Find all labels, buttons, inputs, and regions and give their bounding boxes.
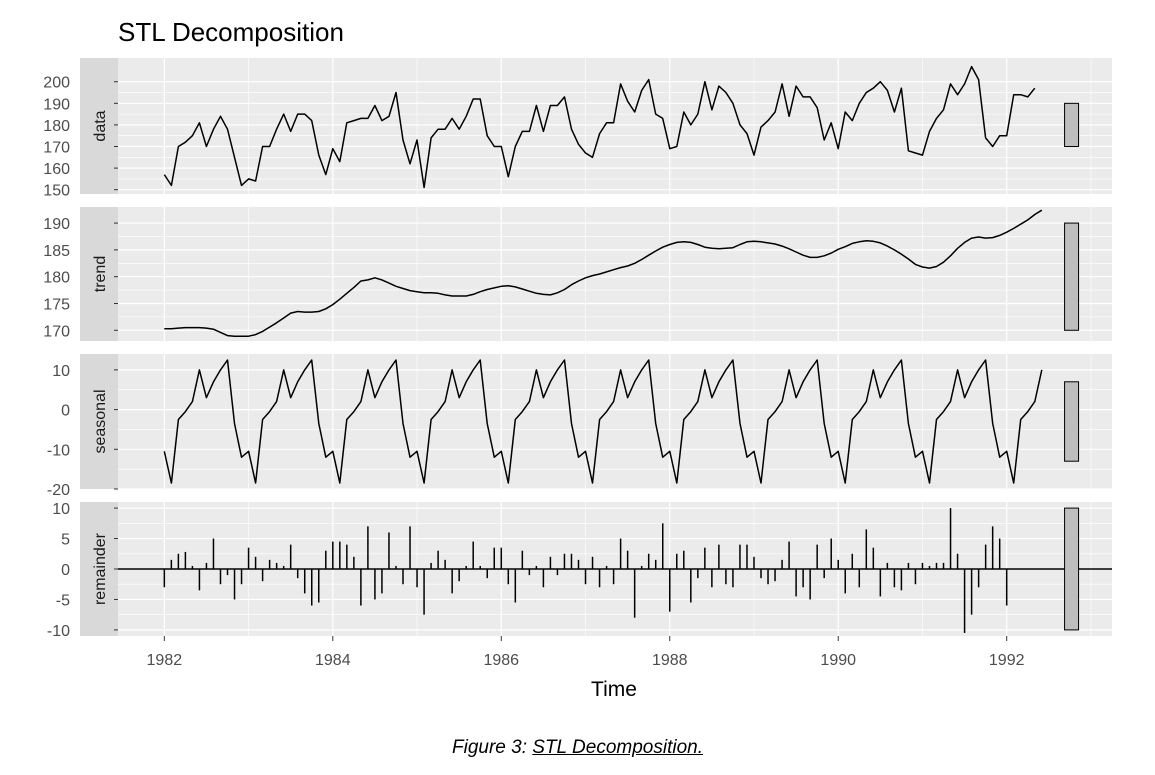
y-tick-label-trend: 175 xyxy=(43,296,70,313)
y-tick-label-seasonal: -20 xyxy=(47,482,70,499)
y-tick-label-data: 180 xyxy=(43,118,70,135)
strip-remainder xyxy=(80,502,118,636)
chart-title: STL Decomposition xyxy=(118,17,344,47)
x-tick-label: 1988 xyxy=(652,652,688,669)
y-tick-label-trend: 170 xyxy=(43,323,70,340)
panel-remainder: remainder -10 -5 0 5 10 xyxy=(47,501,1112,640)
range-bar-seasonal xyxy=(1064,381,1080,462)
y-tick-label-remainder: -5 xyxy=(56,592,70,609)
x-tick-label: 1984 xyxy=(315,652,351,669)
range-bar-remainder xyxy=(1064,507,1080,631)
x-tick-label: 1982 xyxy=(147,652,183,669)
range-bar-trend xyxy=(1064,222,1080,331)
panel-trend: trend 170 175 180 185 190 xyxy=(43,207,1112,341)
panel-bg-trend xyxy=(118,207,1112,341)
y-tick-label-data: 190 xyxy=(43,96,70,113)
y-tick-label-remainder: 0 xyxy=(61,562,70,579)
panel-bg-data xyxy=(118,58,1112,194)
y-tick-label-seasonal: 10 xyxy=(52,363,70,380)
strip-trend xyxy=(80,207,118,341)
x-tick-label: 1990 xyxy=(820,652,856,669)
y-tick-label-remainder: -10 xyxy=(47,623,70,640)
panel-data: data 150 160 170 180 190 200 xyxy=(43,58,1112,200)
y-tick-label-data: 150 xyxy=(43,183,70,200)
y-tick-label-trend: 190 xyxy=(43,216,70,233)
figure-caption: Figure 3: STL Decomposition. xyxy=(0,737,1155,759)
panel-seasonal: seasonal -20 -10 0 10 xyxy=(47,354,1112,499)
series-line-trend xyxy=(164,209,1043,337)
y-tick-label-data: 200 xyxy=(43,75,70,92)
strip-label-trend: trend xyxy=(92,256,109,292)
panels-group: data 150 160 170 180 190 200 trend 170 175 180 185 1… xyxy=(43,58,1112,640)
y-tick-label-trend: 185 xyxy=(43,243,70,260)
series-line-data xyxy=(163,65,1036,189)
caption-prefix: Figure 3: xyxy=(452,737,533,758)
y-tick-label-data: 170 xyxy=(43,140,70,157)
strip-label-data: data xyxy=(92,110,109,141)
stl-chart: STL Decomposition data 150 160 170 180 190 200… xyxy=(43,17,1112,701)
y-tick-label-seasonal: -10 xyxy=(47,442,70,459)
panel-bg-seasonal xyxy=(118,354,1112,489)
y-tick-label-trend: 180 xyxy=(43,270,70,287)
y-tick-label-remainder: 5 xyxy=(61,532,70,549)
y-tick-label-seasonal: 0 xyxy=(61,403,70,420)
strip-label-seasonal: seasonal xyxy=(92,389,109,453)
x-tick-label: 1992 xyxy=(989,652,1025,669)
series-line-seasonal xyxy=(163,359,1043,484)
x-tick-label: 1986 xyxy=(483,652,519,669)
range-bar-data xyxy=(1064,102,1080,148)
strip-label-remainder: remainder xyxy=(92,532,109,605)
y-tick-label-data: 160 xyxy=(43,161,70,178)
x-axis: 1982 1984 1986 1988 1990 1992 xyxy=(147,636,1025,669)
y-tick-label-remainder: 10 xyxy=(52,501,70,518)
strip-data xyxy=(80,58,118,194)
strip-seasonal xyxy=(80,354,118,489)
caption-text: STL Decomposition. xyxy=(532,737,703,758)
x-axis-label: Time xyxy=(591,678,637,701)
